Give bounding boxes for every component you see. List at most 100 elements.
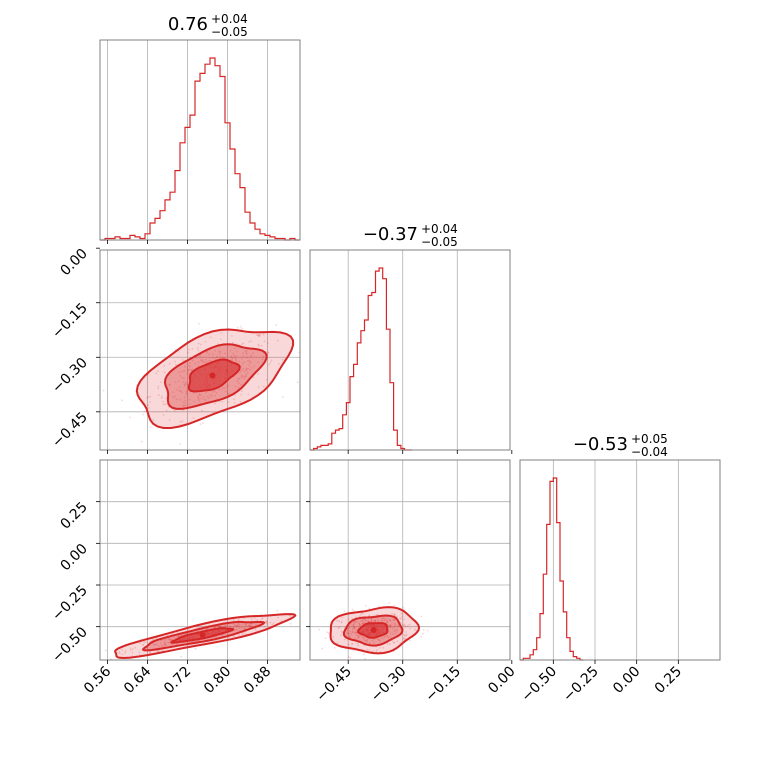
scatter-point bbox=[396, 629, 399, 632]
scatter-point bbox=[235, 628, 238, 631]
scatter-point bbox=[250, 624, 253, 627]
scatter-point bbox=[370, 620, 373, 623]
scatter-point bbox=[372, 650, 375, 653]
scatter-point bbox=[238, 625, 241, 628]
scatter-point bbox=[176, 636, 179, 638]
scatter-point bbox=[183, 369, 186, 372]
scatter-point bbox=[240, 376, 243, 379]
scatter-point bbox=[209, 336, 212, 339]
scatter-point bbox=[214, 349, 217, 352]
scatter-point bbox=[265, 620, 268, 623]
pair-panel-frame-0-2 bbox=[99, 459, 301, 661]
scatter-point bbox=[389, 625, 392, 628]
scatter-point bbox=[256, 619, 259, 622]
scatter-point bbox=[399, 617, 402, 620]
scatter-point bbox=[218, 350, 220, 353]
scatter-point bbox=[205, 361, 207, 364]
contour-line-0 bbox=[114, 613, 297, 660]
scatter-point bbox=[181, 420, 184, 423]
scatter-point bbox=[207, 397, 210, 399]
scatter-point bbox=[239, 401, 242, 403]
scatter-point bbox=[171, 632, 174, 635]
scatter-point bbox=[260, 344, 263, 347]
scatter-point bbox=[188, 348, 191, 351]
scatter-point bbox=[157, 650, 159, 653]
scatter-point bbox=[245, 356, 248, 359]
contour-line-2 bbox=[357, 622, 389, 639]
scatter-point bbox=[324, 637, 327, 640]
scatter-point bbox=[352, 623, 355, 626]
scatter-point bbox=[231, 335, 233, 337]
scatter-point bbox=[349, 656, 352, 659]
scatter-point bbox=[250, 340, 253, 342]
scatter-point bbox=[252, 352, 255, 354]
scatter-point bbox=[168, 638, 171, 641]
scatter-point bbox=[374, 619, 377, 622]
scatter-point bbox=[257, 334, 259, 337]
scatter-point bbox=[355, 629, 357, 631]
scatter-point bbox=[168, 363, 171, 365]
scatter-point bbox=[351, 631, 354, 633]
scatter-point bbox=[348, 635, 351, 638]
scatter-point bbox=[206, 361, 209, 364]
scatter-point bbox=[165, 644, 167, 646]
scatter-point bbox=[189, 362, 192, 364]
scatter-point bbox=[393, 641, 396, 644]
scatter-point bbox=[164, 642, 167, 645]
scatter-point bbox=[145, 396, 148, 399]
title-minus-0: −0.05 bbox=[211, 25, 248, 39]
histogram-2 bbox=[520, 477, 584, 661]
scatter-point bbox=[249, 625, 252, 627]
scatter-point bbox=[276, 609, 279, 612]
scatter-point bbox=[233, 402, 236, 404]
scatter-point bbox=[381, 617, 384, 620]
scatter-point bbox=[363, 618, 366, 621]
scatter-point bbox=[233, 625, 236, 628]
scatter-point bbox=[205, 351, 208, 354]
scatter-point bbox=[172, 391, 174, 393]
histogram-0 bbox=[100, 57, 300, 241]
scatter-point bbox=[384, 636, 387, 638]
scatter-point bbox=[220, 338, 222, 341]
scatter-point bbox=[241, 363, 244, 365]
scatter-point bbox=[182, 404, 185, 407]
scatter-point bbox=[343, 638, 346, 641]
scatter-point bbox=[401, 615, 404, 618]
scatter-point bbox=[354, 631, 357, 634]
scatter-point bbox=[149, 651, 152, 654]
scatter-point bbox=[248, 364, 251, 367]
scatter-point bbox=[143, 641, 146, 644]
scatter-point bbox=[267, 363, 270, 366]
scatter-point bbox=[373, 642, 375, 644]
scatter-point bbox=[245, 368, 247, 371]
scatter-point bbox=[184, 365, 186, 368]
scatter-point bbox=[386, 635, 389, 637]
scatter-point bbox=[257, 361, 259, 364]
title-median-0: 0.76 bbox=[168, 14, 208, 35]
scatter-point bbox=[356, 642, 359, 645]
scatter-point bbox=[363, 618, 366, 621]
scatter-point bbox=[263, 625, 266, 628]
scatter-point bbox=[387, 637, 390, 639]
scatter-point bbox=[241, 369, 243, 371]
scatter-point bbox=[358, 634, 361, 636]
scatter-point bbox=[353, 627, 355, 630]
scatter-point bbox=[235, 360, 238, 362]
scatter-point bbox=[153, 643, 156, 646]
scatter-point bbox=[191, 359, 194, 362]
scatter-point bbox=[208, 360, 210, 362]
scatter-point bbox=[351, 608, 354, 611]
scatter-point bbox=[239, 624, 241, 626]
scatter-point bbox=[242, 352, 244, 354]
scatter-point bbox=[373, 620, 375, 623]
scatter-point bbox=[364, 640, 367, 642]
scatter-point bbox=[340, 630, 343, 633]
scatter-point bbox=[219, 351, 222, 353]
xtick-label-2-2: 0.00 bbox=[610, 664, 643, 697]
contour-line-1 bbox=[141, 620, 266, 652]
scatter-point bbox=[163, 641, 165, 644]
scatter-point bbox=[160, 397, 163, 399]
scatter-point bbox=[382, 617, 385, 620]
scatter-point bbox=[395, 632, 397, 634]
scatter-point bbox=[168, 419, 171, 422]
